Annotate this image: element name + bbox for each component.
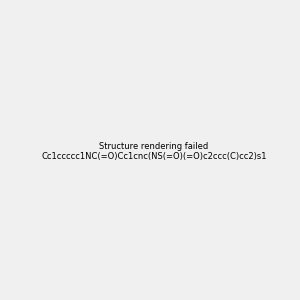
Text: Structure rendering failed
Cc1ccccc1NC(=O)Cc1cnc(NS(=O)(=O)c2ccc(C)cc2)s1: Structure rendering failed Cc1ccccc1NC(=… [41, 142, 266, 161]
